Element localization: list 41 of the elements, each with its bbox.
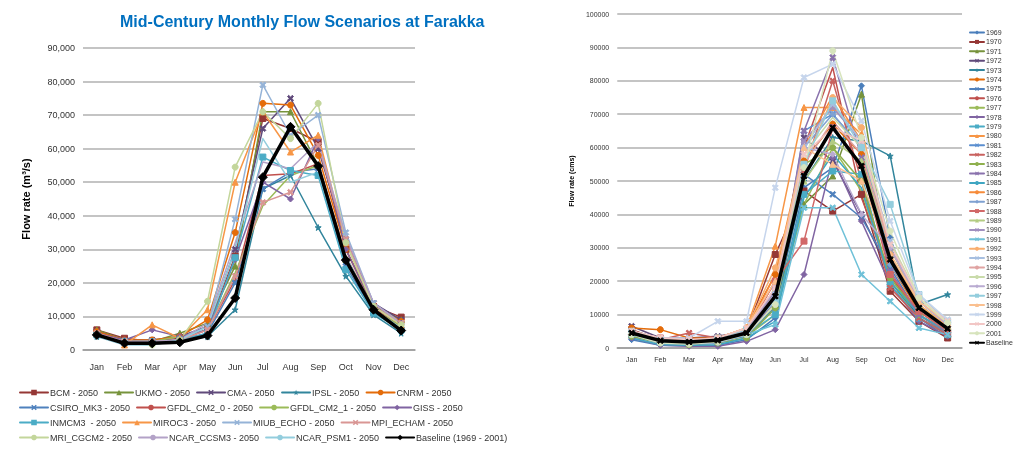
- legend-label: MIUB_ECHO - 2050: [253, 417, 335, 428]
- x-tick-label: Feb: [116, 361, 133, 372]
- y-tick-label: 50,000: [47, 177, 75, 188]
- legend-label: NCAR_CCSM3 - 2050: [169, 432, 260, 443]
- chart-title: Mid-Century Monthly Flow Scenarios at Farakka: [120, 12, 485, 30]
- legend-label: BCM - 2050: [50, 387, 99, 398]
- legend-label: MIROC3 - 2050: [153, 417, 217, 428]
- x-tick-label: Sep: [310, 361, 327, 372]
- x-tick-label: Jun: [227, 361, 243, 372]
- legend-label: MPI_ECHAM - 2050: [371, 417, 454, 428]
- y-tick-label: 90,000: [47, 43, 75, 53]
- legend-label: IPSL - 2050: [312, 387, 360, 398]
- legend-label: GISS - 2050: [413, 402, 463, 413]
- y-tick-label: 0: [69, 345, 75, 355]
- y-tick-label: 70,000: [47, 110, 75, 121]
- y-tick-label: 60,000: [47, 143, 75, 154]
- x-tick-label: Aug: [282, 361, 299, 372]
- y-tick-label: 10,000: [47, 311, 75, 322]
- y-axis-title: Flow rate (m³/s): [19, 158, 32, 240]
- x-tick-label: Jan: [89, 361, 105, 372]
- x-tick-label: May: [198, 361, 217, 372]
- y-tick-label: 30,000: [47, 244, 75, 255]
- x-tick-label: Jul: [257, 361, 269, 372]
- y-tick-label: 80,000: [47, 76, 75, 87]
- x-tick-label: Nov: [365, 361, 382, 372]
- legend-label: CMA - 2050: [227, 387, 275, 398]
- x-tick-label: Dec: [393, 361, 410, 372]
- legend-label: NCAR_PSM1 - 2050: [296, 432, 380, 443]
- x-tick-label: Oct: [338, 361, 354, 372]
- legend-label: INMCM3 - 2050: [50, 417, 117, 428]
- legend-label: CSIRO_MK3 - 2050: [50, 402, 131, 413]
- y-tick-label: 20,000: [47, 277, 75, 288]
- legend-label: GFDL_CM2_1 - 2050: [290, 402, 377, 413]
- x-tick-label: Apr: [172, 361, 187, 372]
- legend-label: CNRM - 2050: [396, 387, 452, 398]
- legend-label: UKMO - 2050: [135, 387, 191, 398]
- x-tick-label: Mar: [144, 361, 160, 372]
- legend-label: GFDL_CM2_0 - 2050: [167, 402, 254, 413]
- legend-label: Baseline (1969 - 2001): [416, 432, 508, 443]
- legend-label: MRI_CGCM2 - 2050: [50, 432, 133, 443]
- y-tick-label: 40,000: [47, 210, 75, 221]
